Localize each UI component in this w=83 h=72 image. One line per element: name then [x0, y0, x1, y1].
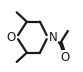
Text: N: N — [48, 31, 57, 44]
Text: O: O — [60, 51, 69, 64]
Text: O: O — [7, 31, 16, 44]
